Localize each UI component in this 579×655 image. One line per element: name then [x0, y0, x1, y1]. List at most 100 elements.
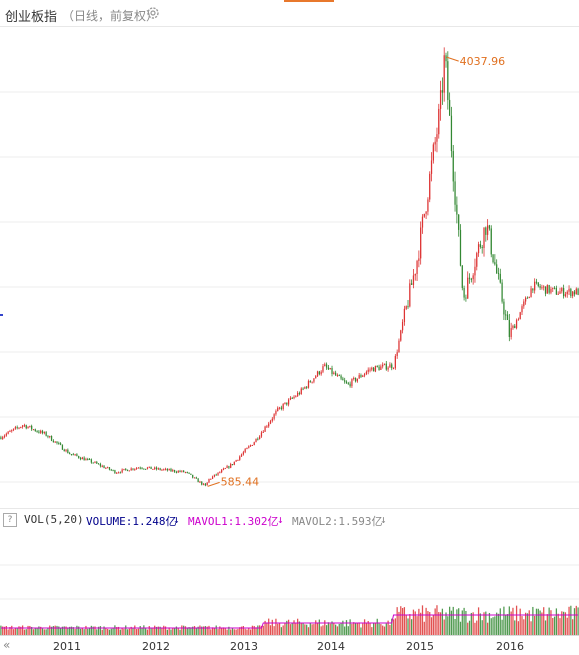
volume-bar — [485, 611, 487, 635]
volume-bar — [412, 609, 415, 635]
candle — [496, 259, 498, 275]
chart-subtitle: （日线，前复权） — [62, 9, 159, 23]
volume-bar — [541, 612, 543, 635]
volume-bar — [546, 614, 548, 635]
volume-bar — [467, 622, 469, 635]
candle — [358, 372, 360, 379]
x-tick-label: 2015 — [406, 640, 434, 653]
candle — [521, 304, 523, 316]
candle — [311, 381, 313, 384]
candle — [356, 378, 358, 383]
candle — [524, 296, 527, 305]
candle — [333, 371, 335, 375]
candle — [548, 284, 550, 295]
candle — [20, 426, 22, 429]
candle — [116, 471, 118, 474]
candle — [14, 425, 17, 430]
volume-bar — [405, 615, 407, 635]
volume-bar — [503, 606, 505, 635]
volume-bar — [79, 628, 82, 635]
volume-bar — [164, 626, 167, 635]
scroll-left-icon[interactable]: « — [3, 638, 11, 652]
candle — [492, 254, 494, 264]
candle — [568, 285, 570, 295]
candle — [56, 441, 58, 445]
help-icon[interactable]: ? — [3, 513, 17, 527]
volume-bar — [277, 623, 279, 635]
volume-bar — [526, 613, 529, 635]
candle — [400, 329, 402, 342]
volume-bar — [315, 620, 317, 635]
low-annotation-arrow — [207, 481, 220, 487]
candle — [29, 425, 31, 428]
candle — [63, 448, 65, 452]
volume-bar — [555, 608, 558, 635]
volume-bar — [155, 626, 158, 635]
volume-bar — [474, 622, 476, 635]
candle — [385, 360, 387, 371]
volume-bar — [409, 614, 411, 635]
volume-bar — [387, 620, 389, 635]
volume-bar — [313, 624, 315, 635]
volume-bar — [183, 625, 185, 635]
candle — [391, 362, 393, 371]
volume-bar — [255, 627, 257, 635]
candle — [318, 370, 320, 376]
volume-bar — [443, 619, 445, 635]
volume-bar — [179, 629, 181, 635]
candle — [573, 290, 576, 297]
gear-icon[interactable] — [146, 6, 160, 20]
volume-bar — [486, 622, 489, 635]
volume-bar — [237, 628, 239, 635]
candle — [5, 432, 7, 437]
volume-bar — [396, 607, 398, 635]
candle — [335, 370, 337, 376]
volume-chart[interactable] — [0, 531, 579, 635]
volume-bar — [416, 616, 418, 635]
candle — [137, 467, 140, 469]
candle — [45, 431, 47, 437]
candle — [501, 279, 503, 304]
volume-bar — [152, 628, 154, 635]
volume-bar — [553, 616, 556, 635]
volume-bar — [5, 625, 7, 635]
candle — [50, 435, 53, 442]
volume-bar — [67, 627, 69, 635]
candle — [117, 471, 120, 474]
candle — [360, 373, 362, 378]
volume-bar — [537, 608, 539, 635]
candle — [410, 279, 413, 285]
price-chart[interactable]: 4037.96 585.44 — [0, 27, 579, 507]
volume-bar — [242, 625, 244, 635]
candle — [320, 370, 322, 376]
volume-bar — [235, 629, 237, 635]
volume-bar — [222, 627, 225, 635]
volume-bar — [356, 623, 358, 635]
candle — [108, 467, 111, 471]
candle — [508, 313, 510, 342]
vol-indicator-name[interactable]: VOL(5,20) — [24, 513, 84, 526]
candle — [562, 284, 565, 299]
volume-bar — [20, 626, 22, 635]
candle — [530, 285, 532, 298]
candle — [297, 391, 299, 397]
candle — [479, 240, 482, 249]
volume-bar — [425, 607, 427, 635]
candle — [251, 444, 254, 446]
candle — [134, 468, 136, 471]
volume-bar — [36, 627, 38, 635]
volume-bar — [63, 626, 65, 635]
volume-bar — [410, 619, 413, 635]
volume-bar — [383, 626, 386, 635]
candle — [486, 219, 489, 241]
arrow-down-icon: ↓ — [173, 513, 180, 526]
volume-bar — [543, 607, 545, 635]
candle — [164, 467, 167, 471]
candle — [476, 251, 478, 271]
volume-bar — [468, 620, 471, 635]
volume-bar — [539, 610, 541, 635]
candle — [143, 468, 145, 470]
volume-bar — [0, 625, 2, 635]
volume-bar — [362, 623, 364, 635]
candle — [210, 478, 212, 480]
